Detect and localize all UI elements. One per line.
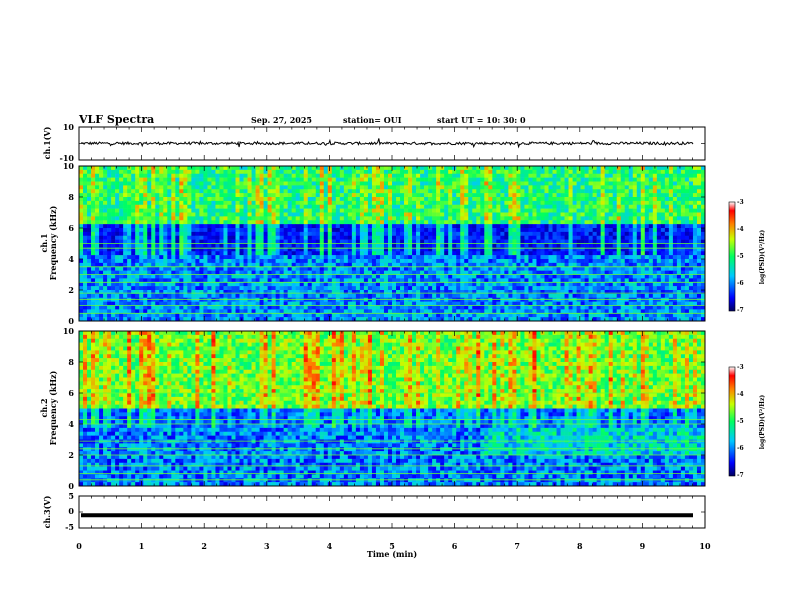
ch3-ytick-mid: 0 <box>68 506 74 516</box>
time-axis: 0 1 2 3 4 5 6 7 8 9 10 Time (min) <box>76 541 711 559</box>
station-label: station= OUI <box>343 115 402 125</box>
ch2-spectrogram-image <box>79 331 706 487</box>
time-tick-3: 3 <box>264 541 270 551</box>
ch2-freq-tick-2: 2 <box>68 450 74 460</box>
date-label: Sep. 27, 2025 <box>251 115 312 125</box>
ch2-freq-tick-0: 0 <box>68 481 74 491</box>
ch1-ytick-bottom: -10 <box>60 153 75 163</box>
ch2-freq-tick-8: 8 <box>68 357 74 367</box>
ch1-channel-label: ch.1 <box>39 233 49 252</box>
ch1-spectrogram-ticks <box>78 165 706 322</box>
ch1-cb-tick-m3: -3 <box>737 199 744 206</box>
ch1-spectrogram-panel: 10 8 6 4 2 0 ch.1 Frequency (kHz) <box>39 161 706 326</box>
ch2-colorbar-label: log(PSD)(V²/Hz) <box>759 395 766 450</box>
ch2-cb-tick-m3: -3 <box>737 364 744 371</box>
time-tick-7: 7 <box>514 541 520 551</box>
ch2-colorbar: -3 -4 -5 -6 -7 log(PSD)(V²/Hz) <box>728 364 766 479</box>
start-time-label: start UT = 10: 30: 0 <box>437 115 526 125</box>
ch1-waveform-panel: 10 -10 ch.1(V) <box>42 122 706 163</box>
ch2-freq-tick-4: 4 <box>68 419 74 429</box>
ch2-spectrogram-panel: 10 8 6 4 2 0 ch.2 Frequency (kHz) <box>39 326 706 491</box>
ch2-freq-tick-6: 6 <box>68 388 74 398</box>
time-tick-10: 10 <box>699 541 711 551</box>
ch1-colorbar-label: log(PSD)(V²/Hz) <box>759 230 766 285</box>
ch3-waveform-ticks <box>78 495 706 529</box>
ch2-cb-tick-m7: -7 <box>737 472 744 479</box>
ch1-freq-tick-0: 0 <box>68 316 74 326</box>
ch3-ytick-bottom: -5 <box>65 522 74 532</box>
ch2-cb-tick-m5: -5 <box>737 418 744 425</box>
ch3-waveform-frame <box>78 495 706 529</box>
ch2-channel-label: ch.2 <box>39 398 49 417</box>
ch2-cb-tick-m4: -4 <box>737 391 744 398</box>
ch1-waveform-ticks <box>78 126 706 161</box>
ch2-spectrogram-ticks <box>78 330 706 487</box>
time-tick-8: 8 <box>577 541 583 551</box>
ch1-frequency-label: Frequency (kHz) <box>48 205 58 280</box>
ch1-freq-tick-6: 6 <box>68 223 74 233</box>
ch3-waveform-panel: 5 0 -5 ch.3(V) <box>42 491 706 532</box>
ch1-spectrogram-image <box>79 166 706 322</box>
time-tick-0: 0 <box>76 541 82 551</box>
ch3-waveform-ylabel: ch.3(V) <box>42 495 52 528</box>
ch1-colorbar-bar <box>728 201 736 312</box>
ch1-cb-tick-m7: -7 <box>737 307 744 314</box>
ch2-freq-tick-10: 10 <box>63 326 75 336</box>
ch3-ytick-top: 5 <box>68 491 74 501</box>
ch1-waveform-ylabel: ch.1(V) <box>42 126 52 159</box>
figure-title: VLF Spectra <box>78 113 154 126</box>
ch1-freq-tick-8: 8 <box>68 192 74 202</box>
ch1-freq-tick-10: 10 <box>63 161 75 171</box>
time-tick-2: 2 <box>201 541 207 551</box>
time-axis-label: Time (min) <box>367 549 417 559</box>
ch1-freq-tick-4: 4 <box>68 254 74 264</box>
ch2-colorbar-bar <box>728 366 736 477</box>
ch1-freq-tick-2: 2 <box>68 285 74 295</box>
ch2-cb-tick-m6: -6 <box>737 445 744 452</box>
time-tick-5: 5 <box>389 541 395 551</box>
ch1-ytick-top: 10 <box>63 122 75 132</box>
time-tick-4: 4 <box>327 541 333 551</box>
ch1-waveform-line <box>80 138 694 149</box>
ch1-colorbar: -3 -4 -5 -6 -7 log(PSD)(V²/Hz) <box>728 199 766 314</box>
ch1-cb-tick-m5: -5 <box>737 253 744 260</box>
time-tick-6: 6 <box>452 541 458 551</box>
time-tick-1: 1 <box>139 541 145 551</box>
ch1-cb-tick-m6: -6 <box>737 280 744 287</box>
ch1-cb-tick-m4: -4 <box>737 226 744 233</box>
ch2-frequency-label: Frequency (kHz) <box>48 370 58 445</box>
time-tick-9: 9 <box>640 541 646 551</box>
